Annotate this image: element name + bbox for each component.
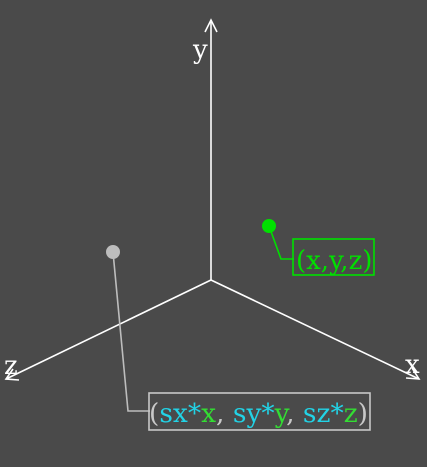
original-point-marker [262, 219, 276, 233]
original-point-leader [268, 225, 294, 260]
y-axis-arrowhead [204, 18, 218, 33]
original-point-label: (x,y,z) [296, 246, 372, 276]
scaled-point-label-box [148, 392, 371, 431]
scaled-sz-factor: sz* [303, 399, 344, 429]
scaled-y-coordinate: y [274, 399, 290, 429]
scaled-close-paren: ) [358, 399, 368, 429]
scaled-point-marker [106, 245, 120, 259]
scaled-sx-factor: sx* [159, 399, 201, 429]
axes: y x z [4, 18, 421, 381]
original-point-label-box [292, 238, 375, 276]
scaled-comma-1: , [216, 399, 224, 429]
x-axis-arrowhead [405, 367, 421, 380]
x-axis-label: x [405, 350, 420, 380]
scaled-sy-factor: sy* [233, 399, 275, 429]
scaled-point-group: (sx*x, sy*y, sz*z) [106, 245, 371, 431]
scaled-open-paren: ( [149, 399, 159, 429]
scaled-point-label: (sx*x, sy*y, sz*z) [149, 399, 368, 429]
x-axis-line [210, 279, 420, 380]
scaled-comma-2: , [286, 399, 294, 429]
z-axis-line [5, 279, 212, 380]
z-axis-label: z [4, 351, 18, 381]
z-axis-arrowhead [4, 368, 20, 381]
scaled-z-coordinate: z [344, 399, 358, 429]
scaled-point-leader [112, 251, 150, 412]
y-axis-label: y [192, 35, 208, 65]
scaled-space-1 [224, 399, 232, 429]
scaled-x-coordinate: x [201, 399, 216, 429]
scaled-space-2 [295, 399, 303, 429]
original-point-group: (x,y,z) [262, 219, 375, 276]
